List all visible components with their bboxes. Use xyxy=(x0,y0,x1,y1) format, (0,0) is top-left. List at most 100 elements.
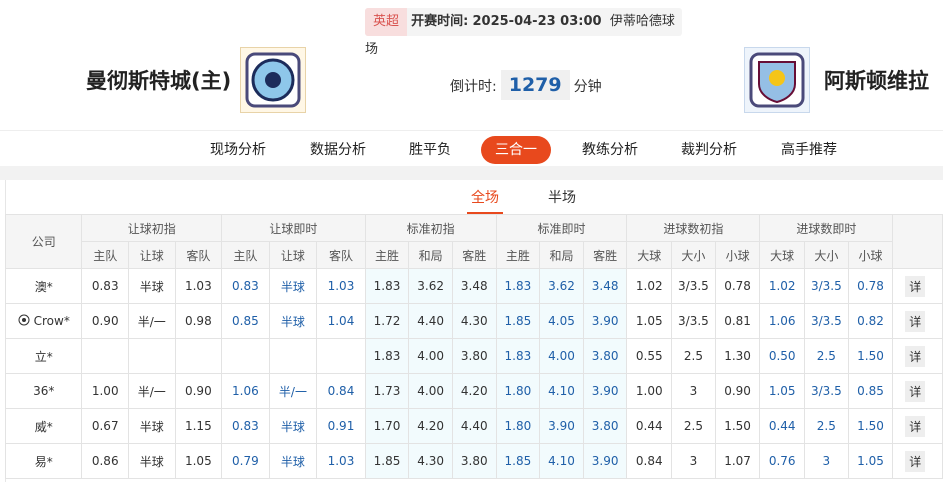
odds-cell: 3.62 xyxy=(408,268,453,304)
subtab[interactable]: 全场 xyxy=(467,188,503,214)
detail-button[interactable]: 详 xyxy=(905,345,926,367)
tab[interactable]: 数据分析 xyxy=(310,142,366,158)
group-header: 让球即时 xyxy=(221,214,366,242)
odds-cell: 2.5 xyxy=(671,338,716,374)
odds-cell: 4.40 xyxy=(408,303,453,339)
odds-cell: 1.85 xyxy=(364,443,410,479)
odds-row: 易* 0.86 半球 1.05 0.79 半球 1.03 1.85 4.30 3.80 1.85 4.… xyxy=(4,443,943,479)
tab[interactable]: 三合一 xyxy=(481,136,551,164)
odds-cell: 0.44 xyxy=(626,408,673,444)
odds-cell: 1.03 xyxy=(174,268,223,304)
company: 易* xyxy=(34,454,53,469)
odds-cell: 3.90 xyxy=(582,373,628,409)
action-cell: 详 xyxy=(892,338,943,374)
action-cell: 详 xyxy=(892,373,943,409)
tab[interactable]: 现场分析 xyxy=(210,142,266,158)
tab[interactable]: 教练分析 xyxy=(582,142,638,158)
odds-cell: 0.90 xyxy=(81,303,129,339)
company-header: 公司 xyxy=(4,214,83,269)
away-logo xyxy=(744,47,810,113)
header-row: 公司 让球初指 让球即时 标准初指 标准即时 进球数初指 进球数即时 xyxy=(4,214,943,269)
odds-cell: 4.20 xyxy=(451,373,497,409)
odds-cell: 1.80 xyxy=(495,373,541,409)
detail-button[interactable]: 详 xyxy=(905,450,926,472)
odds-cell: 0.83 xyxy=(81,268,129,304)
odds-cell: 3 xyxy=(803,443,849,479)
sub-header: 大小 xyxy=(671,241,716,269)
odds-cell: 1.03 xyxy=(316,443,366,479)
odds-cell: 3.80 xyxy=(582,338,628,374)
odds-cell: 3.90 xyxy=(539,408,584,444)
odds-cell xyxy=(128,338,176,374)
odds-cell: 3.62 xyxy=(539,268,584,304)
league: 英超 xyxy=(365,8,408,36)
odds-cell: 4.00 xyxy=(539,338,584,374)
company-cell: 易* xyxy=(4,443,83,479)
odds-cell: 2.5 xyxy=(803,408,849,444)
odds-cell xyxy=(316,338,366,374)
odds-cell: 半球 xyxy=(268,303,318,339)
action-cell: 详 xyxy=(892,268,943,304)
sub-header: 客胜 xyxy=(582,241,628,269)
odds-cell: 半球 xyxy=(268,268,318,304)
action-header xyxy=(892,214,943,269)
action-cell: 详 xyxy=(892,303,943,339)
odds-row: 澳* 0.83 半球 1.03 0.83 半球 1.03 1.83 3.62 3.48 1.83 3.… xyxy=(4,268,943,304)
company: 威* xyxy=(34,419,53,434)
sub-header: 和局 xyxy=(408,241,453,269)
odds-cell: 0.76 xyxy=(759,443,805,479)
odds-cell: 1.50 xyxy=(847,408,894,444)
odds-cell: 0.83 xyxy=(221,268,270,304)
odds-cell: 半球 xyxy=(268,443,318,479)
sub-header: 让球 xyxy=(268,241,318,269)
odds-cell: 3 xyxy=(671,443,716,479)
odds-row: 威* 0.67 半球 1.15 0.83 半球 0.91 1.70 4.20 4.40 1.80 3.… xyxy=(4,408,943,444)
odds-cell: 2.5 xyxy=(671,408,716,444)
odds-cell: 3/3.5 xyxy=(671,303,716,339)
detail-button[interactable]: 详 xyxy=(905,275,926,297)
sub-header: 主胜 xyxy=(364,241,410,269)
odds-cell: 半球 xyxy=(128,443,176,479)
tab[interactable]: 裁判分析 xyxy=(681,142,737,158)
odds-cell: 1.05 xyxy=(759,373,805,409)
odds-cell: 1.50 xyxy=(714,408,761,444)
match-info: 英超 开赛时间: 2025-04-23 03:00 伊蒂哈德球场 xyxy=(365,8,682,57)
odds-cell: 1.07 xyxy=(714,443,761,479)
odds-cell xyxy=(268,338,318,374)
odds-cell: 0.98 xyxy=(174,303,223,339)
subtab[interactable]: 半场 xyxy=(548,190,576,206)
odds-cell: 1.06 xyxy=(759,303,805,339)
odds-cell: 4.40 xyxy=(451,408,497,444)
detail-button[interactable]: 详 xyxy=(905,415,926,437)
odds-cell: 3.90 xyxy=(582,303,628,339)
detail-button[interactable]: 详 xyxy=(905,380,926,402)
kickoff-time: 2025-04-23 03:00 xyxy=(472,14,602,29)
odds-cell: 1.05 xyxy=(626,303,673,339)
company-cell: 澳* xyxy=(4,268,83,304)
odds-cell: 1.50 xyxy=(847,338,894,374)
odds-cell: 0.91 xyxy=(316,408,366,444)
sub-header: 小球 xyxy=(714,241,761,269)
odds-cell: 1.03 xyxy=(316,268,366,304)
odds-cell: 2.5 xyxy=(803,338,849,374)
company: 立* xyxy=(34,349,53,364)
group-header: 进球数初指 xyxy=(626,214,761,242)
odds-cell: 0.90 xyxy=(174,373,223,409)
header-row: 主队 让球 客队 主队 让球 客队 主胜 和局 客胜 主胜 和局 客胜 大球 大小 小球 大球 大小 小球 xyxy=(6,241,943,269)
odds-cell: 1.80 xyxy=(495,408,541,444)
odds-cell: 半/一 xyxy=(128,373,176,409)
odds-cell: 1.85 xyxy=(495,303,541,339)
company: 澳* xyxy=(34,279,53,294)
odds-cell: 0.82 xyxy=(847,303,894,339)
odds-cell: 0.78 xyxy=(714,268,761,304)
detail-button[interactable]: 详 xyxy=(905,310,926,332)
odds-cell: 1.00 xyxy=(626,373,673,409)
sub-header: 客队 xyxy=(174,241,223,269)
tab-bar: 现场分析 数据分析 胜平负 三合一 教练分析 裁判分析 高手推荐 xyxy=(0,130,943,167)
odds-cell: 1.85 xyxy=(495,443,541,479)
tab[interactable]: 胜平负 xyxy=(409,142,451,158)
action-cell: 详 xyxy=(892,408,943,444)
odds-cell: 4.20 xyxy=(408,408,453,444)
tab[interactable]: 高手推荐 xyxy=(781,142,837,158)
